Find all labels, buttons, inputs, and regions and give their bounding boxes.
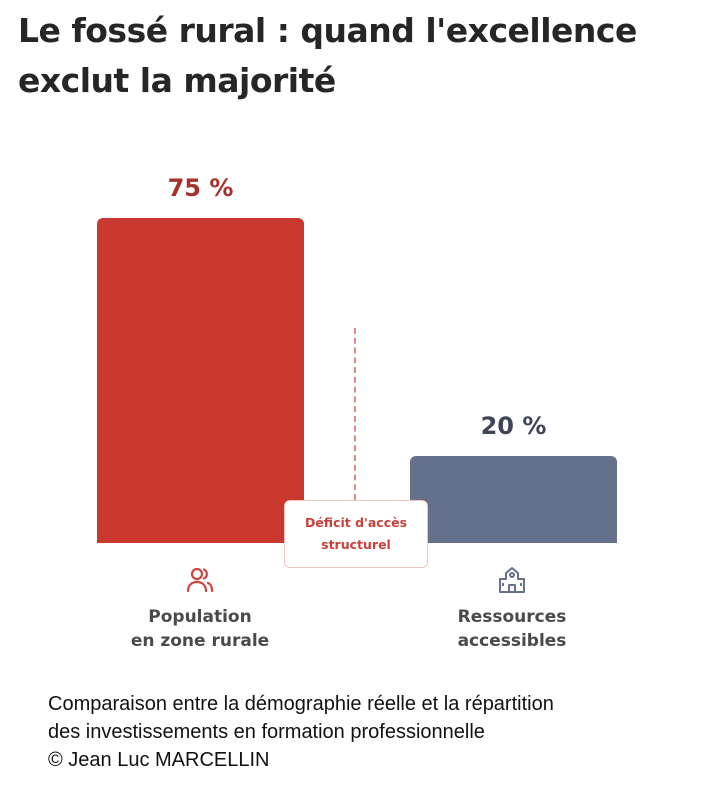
title-line-1: Le fossé rural : quand l'excellence bbox=[18, 11, 637, 50]
callout-line-2: structurel bbox=[321, 537, 391, 552]
category-label-population: Population en zone rurale bbox=[90, 605, 310, 653]
bar-population-rurale bbox=[97, 218, 304, 543]
copyright: © Jean Luc MARCELLIN bbox=[48, 749, 270, 771]
value-label-ressources: 20 % bbox=[480, 412, 547, 441]
users-icon bbox=[186, 567, 214, 593]
category-label-ressources: Ressources accessibles bbox=[402, 605, 622, 653]
school-building-icon bbox=[499, 567, 525, 593]
category-line: Ressources bbox=[457, 607, 567, 627]
category-line: accessibles bbox=[457, 631, 567, 651]
callout-line-1: Déficit d'accès bbox=[304, 515, 408, 530]
deficit-callout: Déficit d'accès structurel bbox=[284, 500, 428, 568]
value-label-population: 75 % bbox=[167, 174, 234, 202]
chart-title: Le fossé rural : quand l'excellence excl… bbox=[18, 6, 637, 106]
deficit-dashed-line bbox=[354, 328, 356, 500]
bar-ressources-accessibles bbox=[410, 456, 617, 543]
caption-line-1: Comparaison entre la démographie réelle … bbox=[48, 693, 554, 715]
caption-line-2: des investissements en formation profess… bbox=[48, 721, 485, 743]
category-line: en zone rurale bbox=[130, 631, 270, 651]
caption: Comparaison entre la démographie réelle … bbox=[48, 690, 554, 774]
title-line-2: exclut la majorité bbox=[18, 61, 336, 100]
category-line: Population bbox=[148, 607, 252, 627]
